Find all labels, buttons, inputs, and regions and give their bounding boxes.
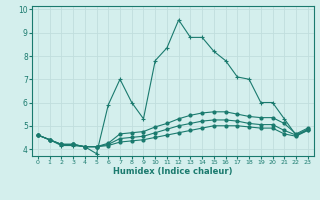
X-axis label: Humidex (Indice chaleur): Humidex (Indice chaleur) [113, 167, 233, 176]
